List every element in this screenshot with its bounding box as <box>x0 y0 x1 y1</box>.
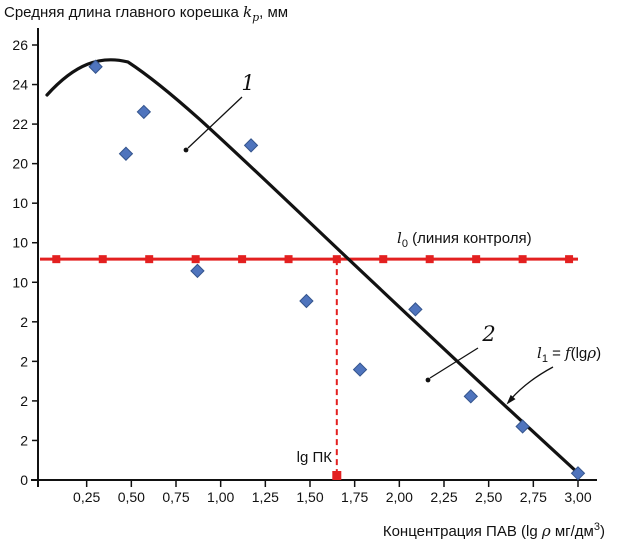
x-tick-label: 2,00 <box>386 489 413 505</box>
control-marker <box>472 255 481 264</box>
x-tick-label: 1,75 <box>341 489 368 505</box>
y-tick-label: 2 <box>20 432 28 448</box>
fit-label-sub: 1 <box>542 353 548 365</box>
control-marker <box>284 255 293 264</box>
annotation-curve-number: 1 <box>183 71 255 153</box>
data-point-diamond <box>118 146 134 161</box>
chart-title: Средняя длина главного корешка kp, мм <box>4 3 288 24</box>
data-point-diamond <box>243 138 259 153</box>
data-point-diamond <box>463 389 479 404</box>
scatter-points-group <box>88 59 586 481</box>
title-units: , мм <box>259 4 289 21</box>
fit-line-label: l1 = f(lgρ) <box>537 344 601 365</box>
y-tick-label: 2 <box>20 353 28 369</box>
fit-label-func: f <box>564 344 573 362</box>
threshold-group <box>332 259 342 480</box>
control-marker <box>238 255 247 264</box>
fit-label-arrow-line <box>510 366 554 400</box>
x-tick-label: 1,00 <box>207 489 234 505</box>
y-tick-label: 2 <box>20 314 28 330</box>
title-variable: k <box>243 3 253 21</box>
control-label-sub: 0 <box>402 238 408 250</box>
control-marker <box>145 255 154 264</box>
fit-curve-group <box>45 58 580 475</box>
data-point-diamond <box>570 466 586 481</box>
fit-label-rho: ρ <box>586 344 596 362</box>
curve-leader-line <box>187 96 243 149</box>
x-tick-label: 1,25 <box>252 489 279 505</box>
y-tick-label: 10 <box>12 235 28 251</box>
threshold-label: lg ПК <box>297 449 333 466</box>
control-label-var: l <box>397 229 402 247</box>
fit-label-eq: = <box>548 345 565 362</box>
x-tick-label: 0,25 <box>73 489 100 505</box>
scatter-leader-dot <box>425 377 431 383</box>
control-label-rest: (линия контроля) <box>408 230 532 247</box>
x-tick-label: 0,75 <box>162 489 189 505</box>
fit-label-var: l <box>537 344 542 362</box>
data-point-diamond <box>299 293 314 309</box>
x-label-sup: 3 <box>593 521 600 533</box>
y-tick-label: 10 <box>12 274 28 290</box>
y-tick-label: 10 <box>12 195 28 211</box>
axes <box>31 28 597 487</box>
fit-label-arrowhead <box>506 394 516 405</box>
x-label-text: Концентрация ПАВ (lg <box>382 523 542 540</box>
control-marker <box>52 255 61 264</box>
x-label-units: мг/дм <box>550 523 594 540</box>
fit-curve <box>45 58 580 475</box>
y-tick-label: 26 <box>12 37 28 53</box>
curve-number-label: 1 <box>241 71 254 95</box>
y-tick-label: 2 <box>20 393 28 409</box>
y-tick-label: 0 <box>20 472 28 488</box>
curve-leader-dot <box>183 147 189 153</box>
scatter-number-label: 2 <box>481 322 495 346</box>
data-point-diamond <box>515 419 530 434</box>
x-tick-label: 3,00 <box>564 489 591 505</box>
data-point-diamond <box>352 362 368 377</box>
control-marker <box>379 255 388 264</box>
title-subscript: p <box>252 11 260 24</box>
x-axis-label: Концентрация ПАВ (lg ρ мг/дм3) <box>383 521 605 540</box>
y-tick-label: 20 <box>12 156 28 172</box>
x-tick-label: 2,75 <box>520 489 547 505</box>
threshold-marker <box>332 471 342 480</box>
annotation-fit-label: l1 = f(lgρ) <box>506 344 601 405</box>
data-point-diamond <box>136 104 152 120</box>
y-tick-label: 22 <box>12 116 28 132</box>
x-axis-ticks: 0,25 0,50 0,75 1,00 1,25 1,50 1,75 2,00 2,25 2,50… <box>73 480 592 505</box>
control-marker <box>565 255 574 264</box>
x-tick-label: 2,25 <box>430 489 457 505</box>
control-marker <box>425 255 434 264</box>
x-label-close: ) <box>600 523 605 540</box>
data-point-diamond <box>88 59 103 74</box>
y-tick-label: 24 <box>12 77 28 93</box>
data-point-diamond <box>408 302 423 317</box>
x-label-rho: ρ <box>541 522 551 540</box>
control-marker <box>518 255 527 264</box>
data-point-diamond <box>190 263 205 279</box>
control-line-label: l0 (линия контроля) <box>397 229 532 250</box>
x-tick-label: 1,50 <box>296 489 323 505</box>
scatter-leader-line <box>429 347 479 379</box>
fit-label-close: ) <box>596 345 601 362</box>
x-tick-label: 2,50 <box>475 489 502 505</box>
fit-label-open: (lg <box>571 345 588 362</box>
x-tick-label: 0,50 <box>118 489 145 505</box>
title-text: Средняя длина главного корешка <box>4 4 243 21</box>
control-marker <box>191 255 200 264</box>
annotation-scatter-number: 2 <box>425 322 496 383</box>
control-line-group <box>40 255 578 264</box>
control-marker <box>98 255 107 264</box>
